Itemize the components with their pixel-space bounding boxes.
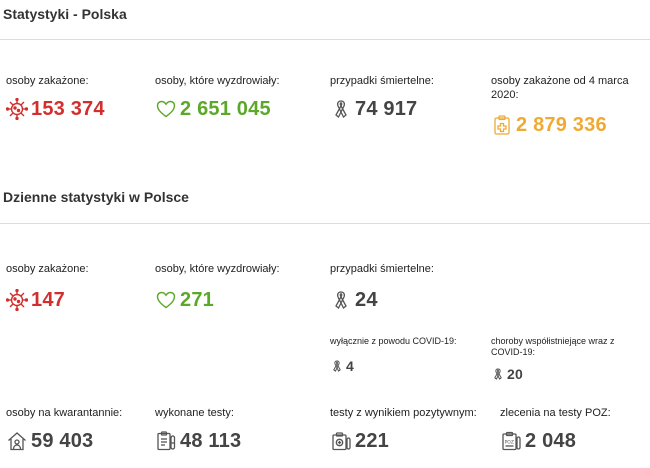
stat-value: 2 048 [525, 430, 577, 452]
stat-label: przypadki śmiertelne: [330, 75, 434, 87]
section-title-poland: Statystyki - Polska [3, 6, 127, 22]
stat-label: testy z wynikiem pozytywnym: [330, 407, 477, 419]
stat-deaths-total: przypadki śmiertelne: 74 917 [330, 74, 480, 120]
stat-value: 24 [355, 289, 378, 311]
stat-poz-orders: zlecenia na testy POZ: POZ 2 048 [500, 406, 645, 452]
ribbon-icon [330, 358, 344, 374]
divider [0, 39, 650, 40]
stat-label: osoby zakażone od 4 marca 2020: [491, 75, 629, 101]
stat-label: wykonane testy: [155, 407, 234, 419]
stat-recovered-total: osoby, które wyzdrowiały: 2 651 045 [155, 74, 325, 120]
stat-value: 221 [355, 430, 389, 452]
poz-clipboard-icon: POZ [500, 430, 522, 452]
stat-label: osoby zakażone: [6, 75, 89, 87]
heart-icon [155, 289, 177, 311]
stat-label: osoby zakażone: [6, 263, 89, 275]
stat-label: zlecenia na testy POZ: [500, 407, 611, 419]
stat-value: 2 879 336 [516, 114, 607, 136]
stat-deaths-comorbid: choroby współistniejące wraz z COVID-19:… [491, 336, 646, 382]
stat-value: 48 113 [180, 430, 242, 452]
stat-label: osoby, które wyzdrowiały: [155, 263, 280, 275]
virus-icon [6, 98, 28, 120]
stat-label: osoby na kwarantannie: [6, 407, 123, 419]
stat-value: 74 917 [355, 98, 418, 120]
stat-deaths-covid-only: wyłącznie z powodu COVID-19: 4 [330, 336, 480, 374]
svg-text:POZ: POZ [505, 440, 514, 446]
ribbon-icon [330, 289, 352, 311]
medical-clipboard-icon [491, 114, 513, 136]
stat-deaths-daily: przypadki śmiertelne: 24 [330, 262, 480, 311]
stat-infected-total: osoby zakażone: 153 374 [6, 74, 146, 120]
positive-test-icon [330, 430, 352, 452]
heart-icon [155, 98, 177, 120]
stat-infected-since: osoby zakażone od 4 marca 2020: 2 879 33… [491, 74, 641, 136]
ribbon-icon [491, 366, 505, 382]
stat-value: 59 403 [31, 430, 94, 452]
stat-value: 20 [507, 366, 523, 382]
section-title-daily: Dzienne statystyki w Polsce [3, 189, 189, 205]
stat-tests: wykonane testy: 48 113 [155, 406, 325, 452]
divider [0, 223, 650, 224]
ribbon-icon [330, 98, 352, 120]
stat-label: osoby, które wyzdrowiały: [155, 75, 280, 87]
stat-positive-tests: testy z wynikiem pozytywnym: 221 [330, 406, 495, 452]
virus-icon [6, 289, 28, 311]
stat-quarantine: osoby na kwarantannie: 59 403 [6, 406, 151, 452]
stat-value: 2 651 045 [180, 98, 271, 120]
stat-infected-daily: osoby zakażone: 147 [6, 262, 146, 311]
tests-list-icon [155, 430, 177, 452]
stat-recovered-daily: osoby, które wyzdrowiały: 271 [155, 262, 325, 311]
stat-label: wyłącznie z powodu COVID-19: [330, 336, 457, 346]
stat-value: 153 374 [31, 98, 105, 120]
stat-label: przypadki śmiertelne: [330, 263, 434, 275]
stat-value: 147 [31, 289, 65, 311]
stat-value: 271 [180, 289, 214, 311]
stat-value: 4 [346, 358, 354, 374]
stat-label: choroby współistniejące wraz z COVID-19: [491, 336, 615, 357]
house-quarantine-icon [6, 430, 28, 452]
